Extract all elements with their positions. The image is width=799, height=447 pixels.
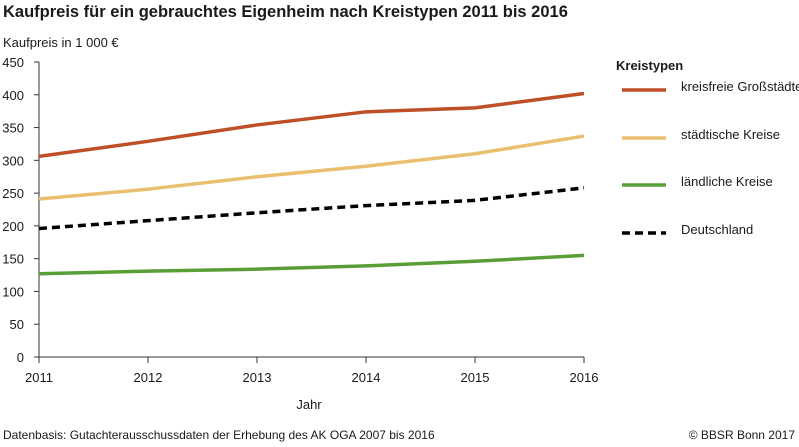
chart-title: Kaufpreis für ein gebrauchtes Eigenheim … [3, 3, 568, 21]
y-tick-label: 50 [10, 317, 24, 332]
legend-swatch [622, 183, 666, 187]
x-tick-label: 2014 [352, 370, 381, 385]
legend: Kreistypen kreisfreie Großstädte städtisc… [616, 58, 799, 278]
legend-title: Kreistypen [616, 58, 684, 73]
legend-item: kreisfreie Großstädte [616, 79, 799, 135]
series-line [38, 253, 585, 276]
y-tick-label: 100 [2, 284, 24, 299]
x-tick-label: 2015 [461, 370, 490, 385]
y-tick-label: 0 [17, 350, 24, 365]
data-source-note: Datenbasis: Gutachterausschussdaten der … [3, 428, 435, 442]
y-tick-label: 450 [2, 55, 24, 70]
series-line [38, 186, 585, 231]
legend-swatch [622, 135, 666, 140]
y-tick-label: 200 [2, 219, 24, 234]
legend-label: Deutschland [681, 221, 754, 237]
y-tick-label: 350 [2, 121, 24, 136]
legend-item: städtische Kreise [616, 127, 796, 183]
legend-item: ländliche Kreise [616, 174, 796, 230]
y-tick-label: 400 [2, 88, 24, 103]
x-tick-label: 2016 [570, 370, 599, 385]
y-tick-label: 300 [2, 153, 24, 168]
y-axis-label: Kaufpreis in 1 000 € [3, 35, 119, 50]
x-axis-label: Jahr [296, 397, 322, 412]
legend-item: Deutschland [616, 222, 796, 278]
x-tick-label: 2012 [134, 370, 163, 385]
y-tick-label: 250 [2, 186, 24, 201]
series-line [38, 134, 585, 201]
legend-swatch [622, 230, 666, 235]
legend-label: kreisfreie Großstädte [681, 79, 799, 94]
copyright-note: © BBSR Bonn 2017 [688, 428, 795, 442]
y-tick-label: 150 [2, 252, 24, 267]
x-tick-label: 2013 [243, 370, 272, 385]
x-tick-label: 2011 [25, 370, 53, 385]
legend-label: ländliche Kreise [681, 174, 773, 189]
legend-swatch [622, 88, 666, 92]
legend-label: städtische Kreise [681, 126, 780, 142]
series-line [38, 91, 585, 159]
